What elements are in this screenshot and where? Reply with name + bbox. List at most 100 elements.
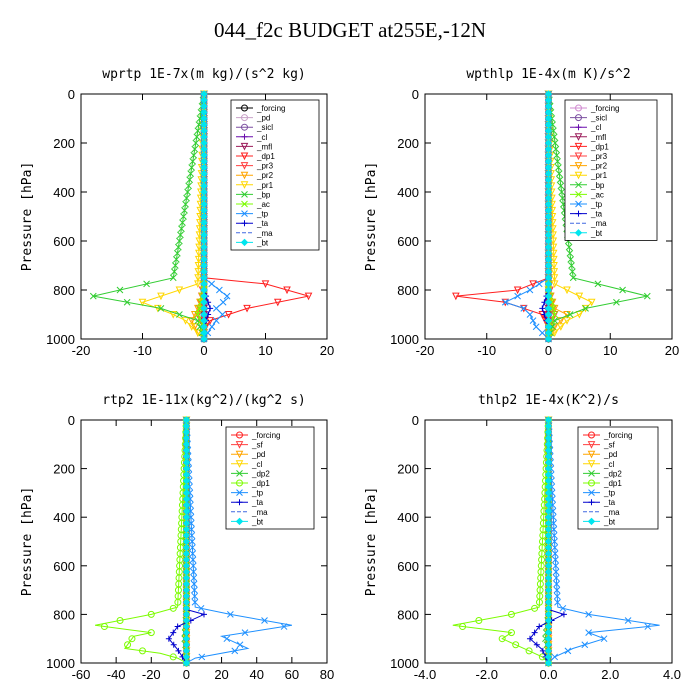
series-bt bbox=[182, 416, 191, 667]
series-marker bbox=[172, 256, 180, 263]
legend-label: _cl bbox=[251, 460, 262, 469]
legend-marker bbox=[588, 479, 595, 487]
series-marker bbox=[544, 659, 553, 667]
series-marker bbox=[538, 329, 546, 337]
series-marker bbox=[194, 268, 203, 276]
legend-label: _forcing bbox=[603, 431, 632, 440]
y-tick-label: 1000 bbox=[390, 332, 419, 347]
series-marker bbox=[191, 592, 199, 600]
series-marker bbox=[147, 629, 155, 637]
series-marker bbox=[613, 298, 620, 306]
series-marker bbox=[212, 305, 220, 312]
x-tick-label: -20 bbox=[142, 667, 161, 682]
series-marker bbox=[231, 647, 239, 655]
series-marker bbox=[116, 616, 124, 624]
series-marker bbox=[191, 145, 199, 153]
series-marker bbox=[175, 647, 182, 654]
series-marker bbox=[123, 298, 131, 306]
legend-marker bbox=[574, 229, 583, 237]
legend-label: _dp2 bbox=[603, 469, 622, 478]
series-dp1 bbox=[95, 416, 190, 667]
legend-marker bbox=[240, 171, 249, 180]
series-marker bbox=[208, 323, 216, 331]
series-marker bbox=[594, 280, 602, 288]
series-marker bbox=[224, 311, 233, 319]
legend-label: _mfl bbox=[590, 133, 606, 142]
series-marker bbox=[619, 286, 626, 294]
y-axis-label: Pressure [hPa] bbox=[364, 487, 379, 597]
legend-label: _dp1 bbox=[590, 142, 609, 151]
plot-frame bbox=[80, 419, 328, 664]
x-tick-label: 20 bbox=[320, 343, 334, 358]
legend-label: _sf bbox=[603, 441, 615, 450]
series-marker bbox=[236, 641, 244, 649]
y-axis-label: Pressure [hPa] bbox=[364, 162, 379, 272]
series-marker bbox=[207, 305, 214, 312]
y-tick-label: 800 bbox=[53, 607, 75, 622]
panel-title: wpthlp 1E-4x(m K)/s^2 bbox=[466, 67, 630, 82]
series-marker bbox=[559, 604, 567, 612]
legend-label: _pr2 bbox=[256, 171, 274, 180]
series-marker bbox=[175, 286, 184, 295]
series-marker bbox=[175, 243, 182, 251]
series-marker bbox=[587, 298, 596, 307]
series-marker bbox=[194, 255, 203, 264]
y-tick-label: 800 bbox=[397, 607, 419, 622]
series-marker bbox=[520, 305, 528, 312]
legend-marker bbox=[574, 152, 583, 161]
series-marker bbox=[575, 292, 584, 301]
legend-marker bbox=[575, 200, 582, 208]
legend-marker bbox=[241, 191, 248, 198]
series-marker bbox=[514, 292, 521, 300]
series-marker bbox=[169, 311, 178, 319]
series-marker bbox=[600, 635, 608, 643]
series-bt bbox=[200, 90, 208, 343]
series-marker bbox=[549, 513, 557, 521]
series-marker bbox=[187, 513, 195, 521]
x-tick-label: -20 bbox=[416, 343, 435, 358]
series-marker bbox=[564, 647, 572, 655]
series-marker bbox=[536, 623, 543, 630]
series-marker bbox=[550, 280, 559, 288]
legend-marker bbox=[241, 104, 248, 112]
series-marker bbox=[557, 323, 565, 331]
series-marker bbox=[553, 592, 561, 600]
series-bt bbox=[544, 90, 553, 343]
series-marker bbox=[194, 311, 202, 318]
legend-marker bbox=[575, 114, 582, 122]
x-tick-label: 20 bbox=[665, 343, 679, 358]
legend-marker bbox=[574, 142, 583, 151]
series-marker bbox=[550, 262, 558, 270]
legend-marker bbox=[235, 517, 244, 526]
series-marker bbox=[552, 145, 560, 153]
series-marker bbox=[170, 641, 177, 648]
legend-marker bbox=[588, 431, 595, 439]
legend-marker bbox=[575, 124, 582, 131]
x-tick-label: 80 bbox=[320, 667, 334, 682]
series-marker bbox=[552, 556, 559, 564]
series-marker bbox=[188, 538, 196, 545]
x-tick-label: -10 bbox=[477, 343, 496, 358]
x-tick-label: 40 bbox=[249, 667, 263, 682]
series-marker bbox=[188, 525, 195, 533]
series-marker bbox=[550, 268, 559, 276]
legend-label: _pr1 bbox=[590, 171, 608, 180]
series-pr1 bbox=[138, 90, 208, 344]
y-tick-label: 0 bbox=[68, 413, 75, 428]
series-marker bbox=[624, 617, 632, 624]
y-tick-label: 0 bbox=[68, 87, 75, 102]
panel-4: thlp2 1E-4x(K^2)/s Pressure [hPa] 0 200 400 6… bbox=[364, 393, 681, 682]
series-marker bbox=[186, 495, 194, 503]
series-marker bbox=[551, 139, 559, 147]
legend: _forcing_sf_pd_cl_dp2_dp1_tp_ta_ma_bt bbox=[225, 426, 315, 530]
series-marker bbox=[176, 237, 183, 245]
series-marker bbox=[512, 641, 520, 649]
series-marker bbox=[201, 611, 207, 618]
legend-marker bbox=[235, 441, 244, 449]
series-marker bbox=[550, 519, 557, 527]
legend-label: _forcing bbox=[251, 431, 280, 440]
y-axis-label: Pressure [hPa] bbox=[20, 487, 35, 597]
series-marker bbox=[563, 311, 571, 319]
legend: _forcing_pd_sicl_cl_mfl_dp1_pr3_pr2_pr1_… bbox=[230, 99, 320, 251]
y-tick-label: 1000 bbox=[46, 656, 75, 671]
